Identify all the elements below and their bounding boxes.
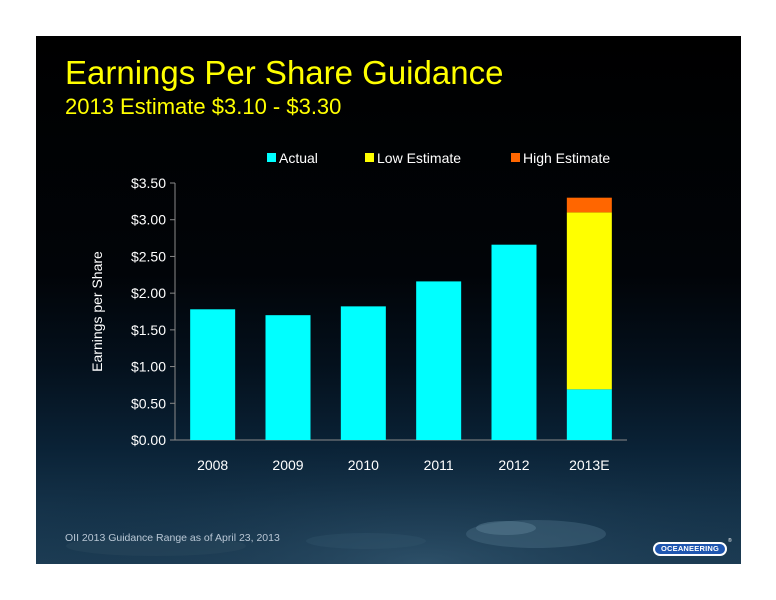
logo-registered-mark: ® — [728, 538, 732, 544]
y-tick-label: $3.00 — [131, 212, 166, 228]
legend-swatch — [511, 153, 520, 162]
bar-2008-actual — [190, 309, 236, 440]
bar-2012-actual — [491, 244, 537, 440]
slide: Earnings Per Share Guidance 2013 Estimat… — [36, 36, 741, 564]
logo-text: OCEANEERING — [655, 544, 725, 554]
eps-bar-chart: $0.00 $0.50 $1.00 $1.50 $2.00 $2.50 $3.00 $3.50… — [89, 150, 627, 473]
slide-subtitle: 2013 Estimate $3.10 - $3.30 — [65, 94, 342, 119]
slide-title: Earnings Per Share Guidance — [65, 54, 504, 91]
bar-2013E-high-estimate — [566, 197, 612, 213]
x-tick-label: 2013E — [569, 457, 609, 473]
seabed-background — [36, 336, 741, 564]
bar-2013E-low-estimate — [566, 212, 612, 390]
y-tick-label: $0.50 — [131, 395, 166, 411]
y-tick-label: $3.50 — [131, 175, 166, 191]
y-tick-label: $1.00 — [131, 359, 166, 375]
y-tick-label: $2.00 — [131, 285, 166, 301]
y-tick-label: $0.00 — [131, 432, 166, 448]
legend-swatch — [267, 153, 276, 162]
oceaneering-logo: OCEANEERING — [653, 542, 727, 556]
bar-2011-actual — [416, 281, 462, 440]
legend-swatch — [365, 153, 374, 162]
x-tick-label: 2012 — [498, 457, 529, 473]
footnote: OII 2013 Guidance Range as of April 23, … — [65, 532, 280, 544]
bar-2009-actual — [265, 315, 311, 440]
x-tick-label: 2009 — [272, 457, 303, 473]
legend-label: High Estimate — [523, 150, 610, 166]
legend-label: Actual — [279, 150, 318, 166]
bar-2013E-actual — [566, 389, 612, 440]
bar-2010-actual — [340, 306, 386, 440]
y-axis-label: Earnings per Share — [89, 251, 105, 372]
legend-label: Low Estimate — [377, 150, 461, 166]
x-tick-label: 2010 — [348, 457, 379, 473]
x-tick-label: 2011 — [424, 457, 454, 473]
y-tick-label: $2.50 — [131, 248, 166, 264]
x-tick-label: 2008 — [197, 457, 228, 473]
y-tick-label: $1.50 — [131, 322, 166, 338]
